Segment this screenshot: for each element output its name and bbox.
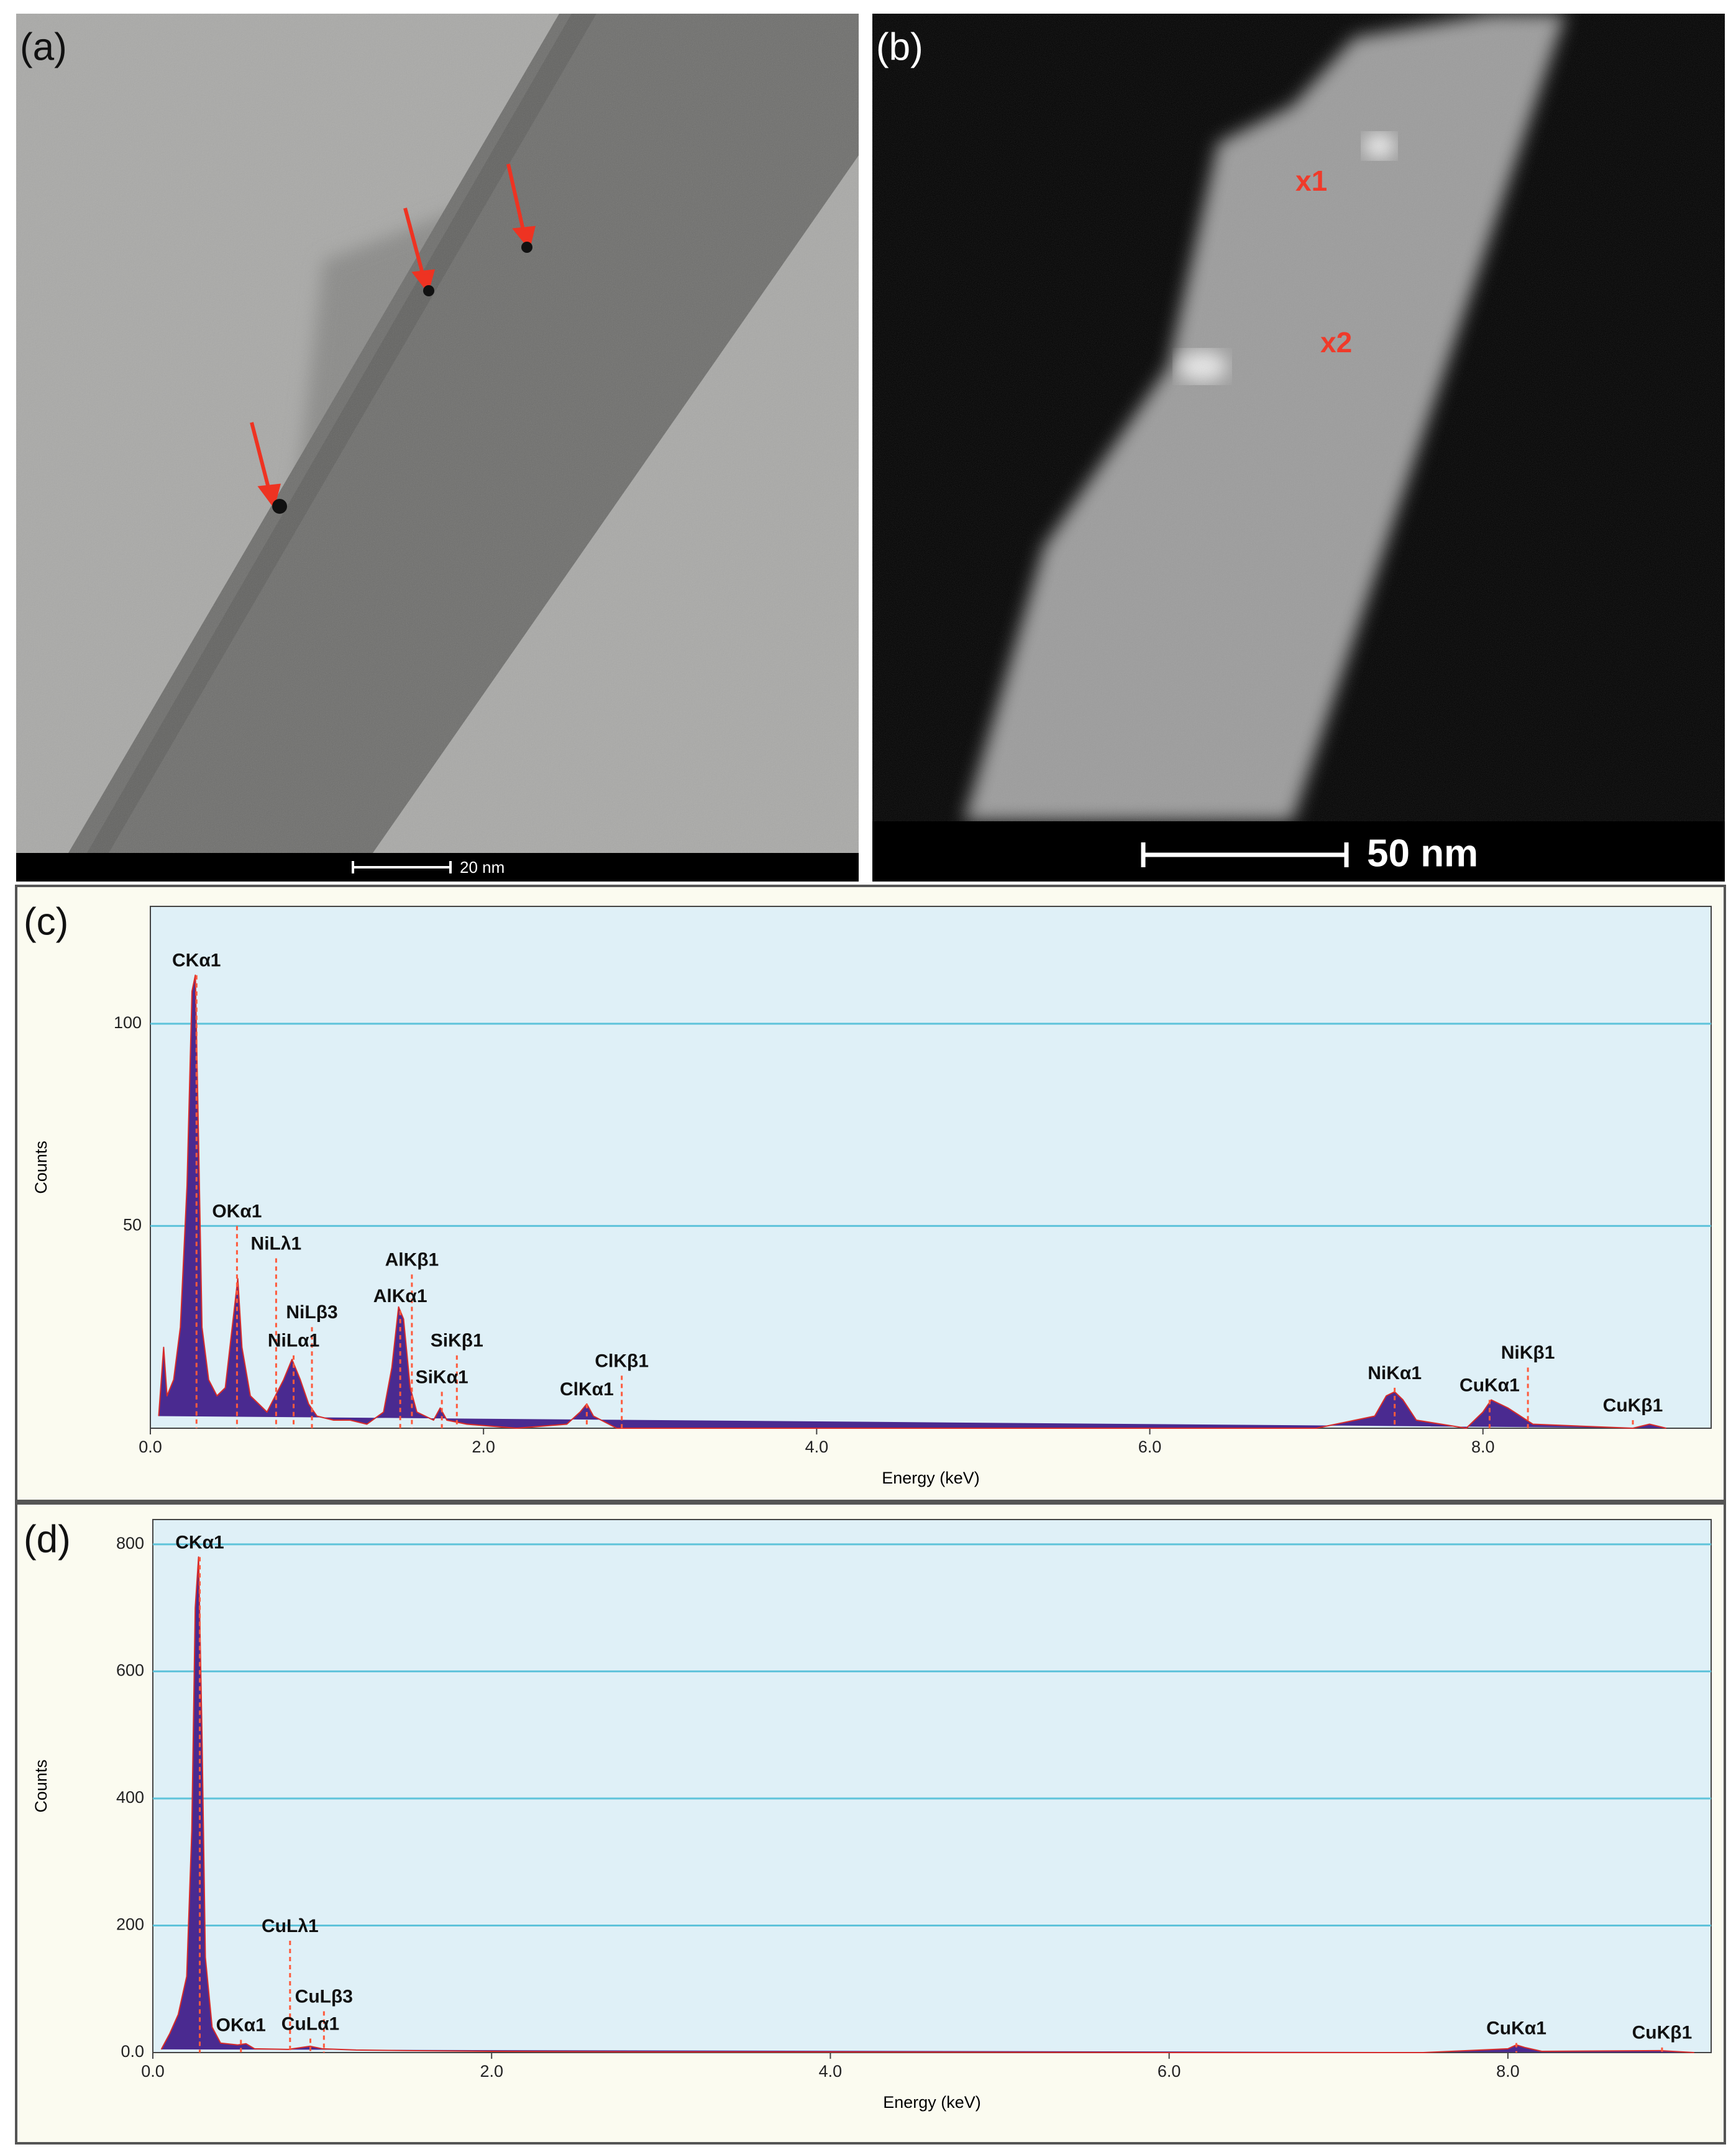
peak-label: NiLα1: [268, 1331, 319, 1351]
panel-label: (d): [24, 1518, 71, 1561]
y-tick-label: 200: [116, 1915, 144, 1934]
spectrum: [160, 1556, 1694, 2053]
x-axis-label: Energy (keV): [882, 1469, 980, 1487]
y-axis-label: Counts: [32, 1141, 50, 1194]
arrows: [250, 163, 536, 509]
peak-label: ClKα1: [560, 1379, 614, 1400]
peak-label: CuKα1: [1486, 2018, 1546, 2039]
y-axis-label: Counts: [32, 1759, 50, 1813]
x-tick-label: 8.0: [1496, 2062, 1520, 2081]
x-tick-label: 4.0: [819, 2062, 843, 2081]
peak-label: NiLβ3: [286, 1302, 337, 1323]
peak-label: AlKα1: [373, 1286, 427, 1306]
peak-label: SiKα1: [416, 1367, 468, 1387]
x-tick-label: 6.0: [1138, 1438, 1162, 1456]
panel-b: x1 x2 50 nm (b): [872, 14, 1725, 882]
peak-label: CuLα1: [281, 2013, 339, 2034]
plot-area: [150, 906, 1712, 1429]
marker: x1: [1295, 165, 1327, 197]
peak-label: NiLλ1: [251, 1233, 302, 1254]
peak-label: NiKα1: [1368, 1363, 1422, 1383]
peak-label: CuLλ1: [262, 1916, 319, 1936]
x-tick-label: 2.0: [480, 2062, 503, 2081]
peak-label: CuKα1: [1460, 1375, 1520, 1395]
marker: x2: [1320, 326, 1352, 358]
x-tick-label: 6.0: [1158, 2062, 1181, 2081]
panel-a: 20 nm (a): [16, 14, 859, 882]
peak-label: OKα1: [216, 2015, 266, 2035]
plot-area: [152, 1519, 1712, 2053]
x-tick-label: 8.0: [1471, 1438, 1495, 1456]
peak-label: ClKβ1: [595, 1351, 649, 1371]
scale-bar-label: 20 nm: [460, 858, 505, 877]
x-tick-label: 2.0: [472, 1438, 495, 1456]
x-axis-label: Energy (keV): [883, 2093, 981, 2112]
peak-label: CuKβ1: [1603, 1395, 1663, 1416]
peak-label: CKα1: [172, 950, 221, 971]
peak-label: AlKβ1: [385, 1249, 439, 1270]
peak-label: CuKβ1: [1632, 2023, 1693, 2043]
x-tick-label: 0.0: [141, 2062, 165, 2081]
panel-label: (a): [20, 25, 67, 68]
y-tick-label: 0.0: [121, 2042, 144, 2061]
peak-label: OKα1: [212, 1201, 262, 1221]
panel-label: (b): [876, 25, 923, 68]
panel-label: (c): [24, 900, 68, 943]
y-tick-label: 400: [116, 1788, 144, 1807]
peak-label: CuLβ3: [295, 1986, 353, 2007]
scale-bar-label: 50 nm: [1367, 832, 1478, 875]
y-tick-label: 50: [123, 1216, 142, 1234]
x-tick-label: 0.0: [139, 1438, 162, 1456]
y-tick-label: 600: [116, 1661, 144, 1680]
spectrum: [158, 974, 1666, 1429]
y-tick-label: 800: [116, 1534, 144, 1552]
x-tick-label: 4.0: [805, 1438, 829, 1456]
y-tick-label: 100: [114, 1013, 142, 1032]
peak-label: NiKβ1: [1501, 1342, 1555, 1363]
peak-label: CKα1: [175, 1532, 224, 1552]
peak-label: SiKβ1: [431, 1331, 483, 1351]
